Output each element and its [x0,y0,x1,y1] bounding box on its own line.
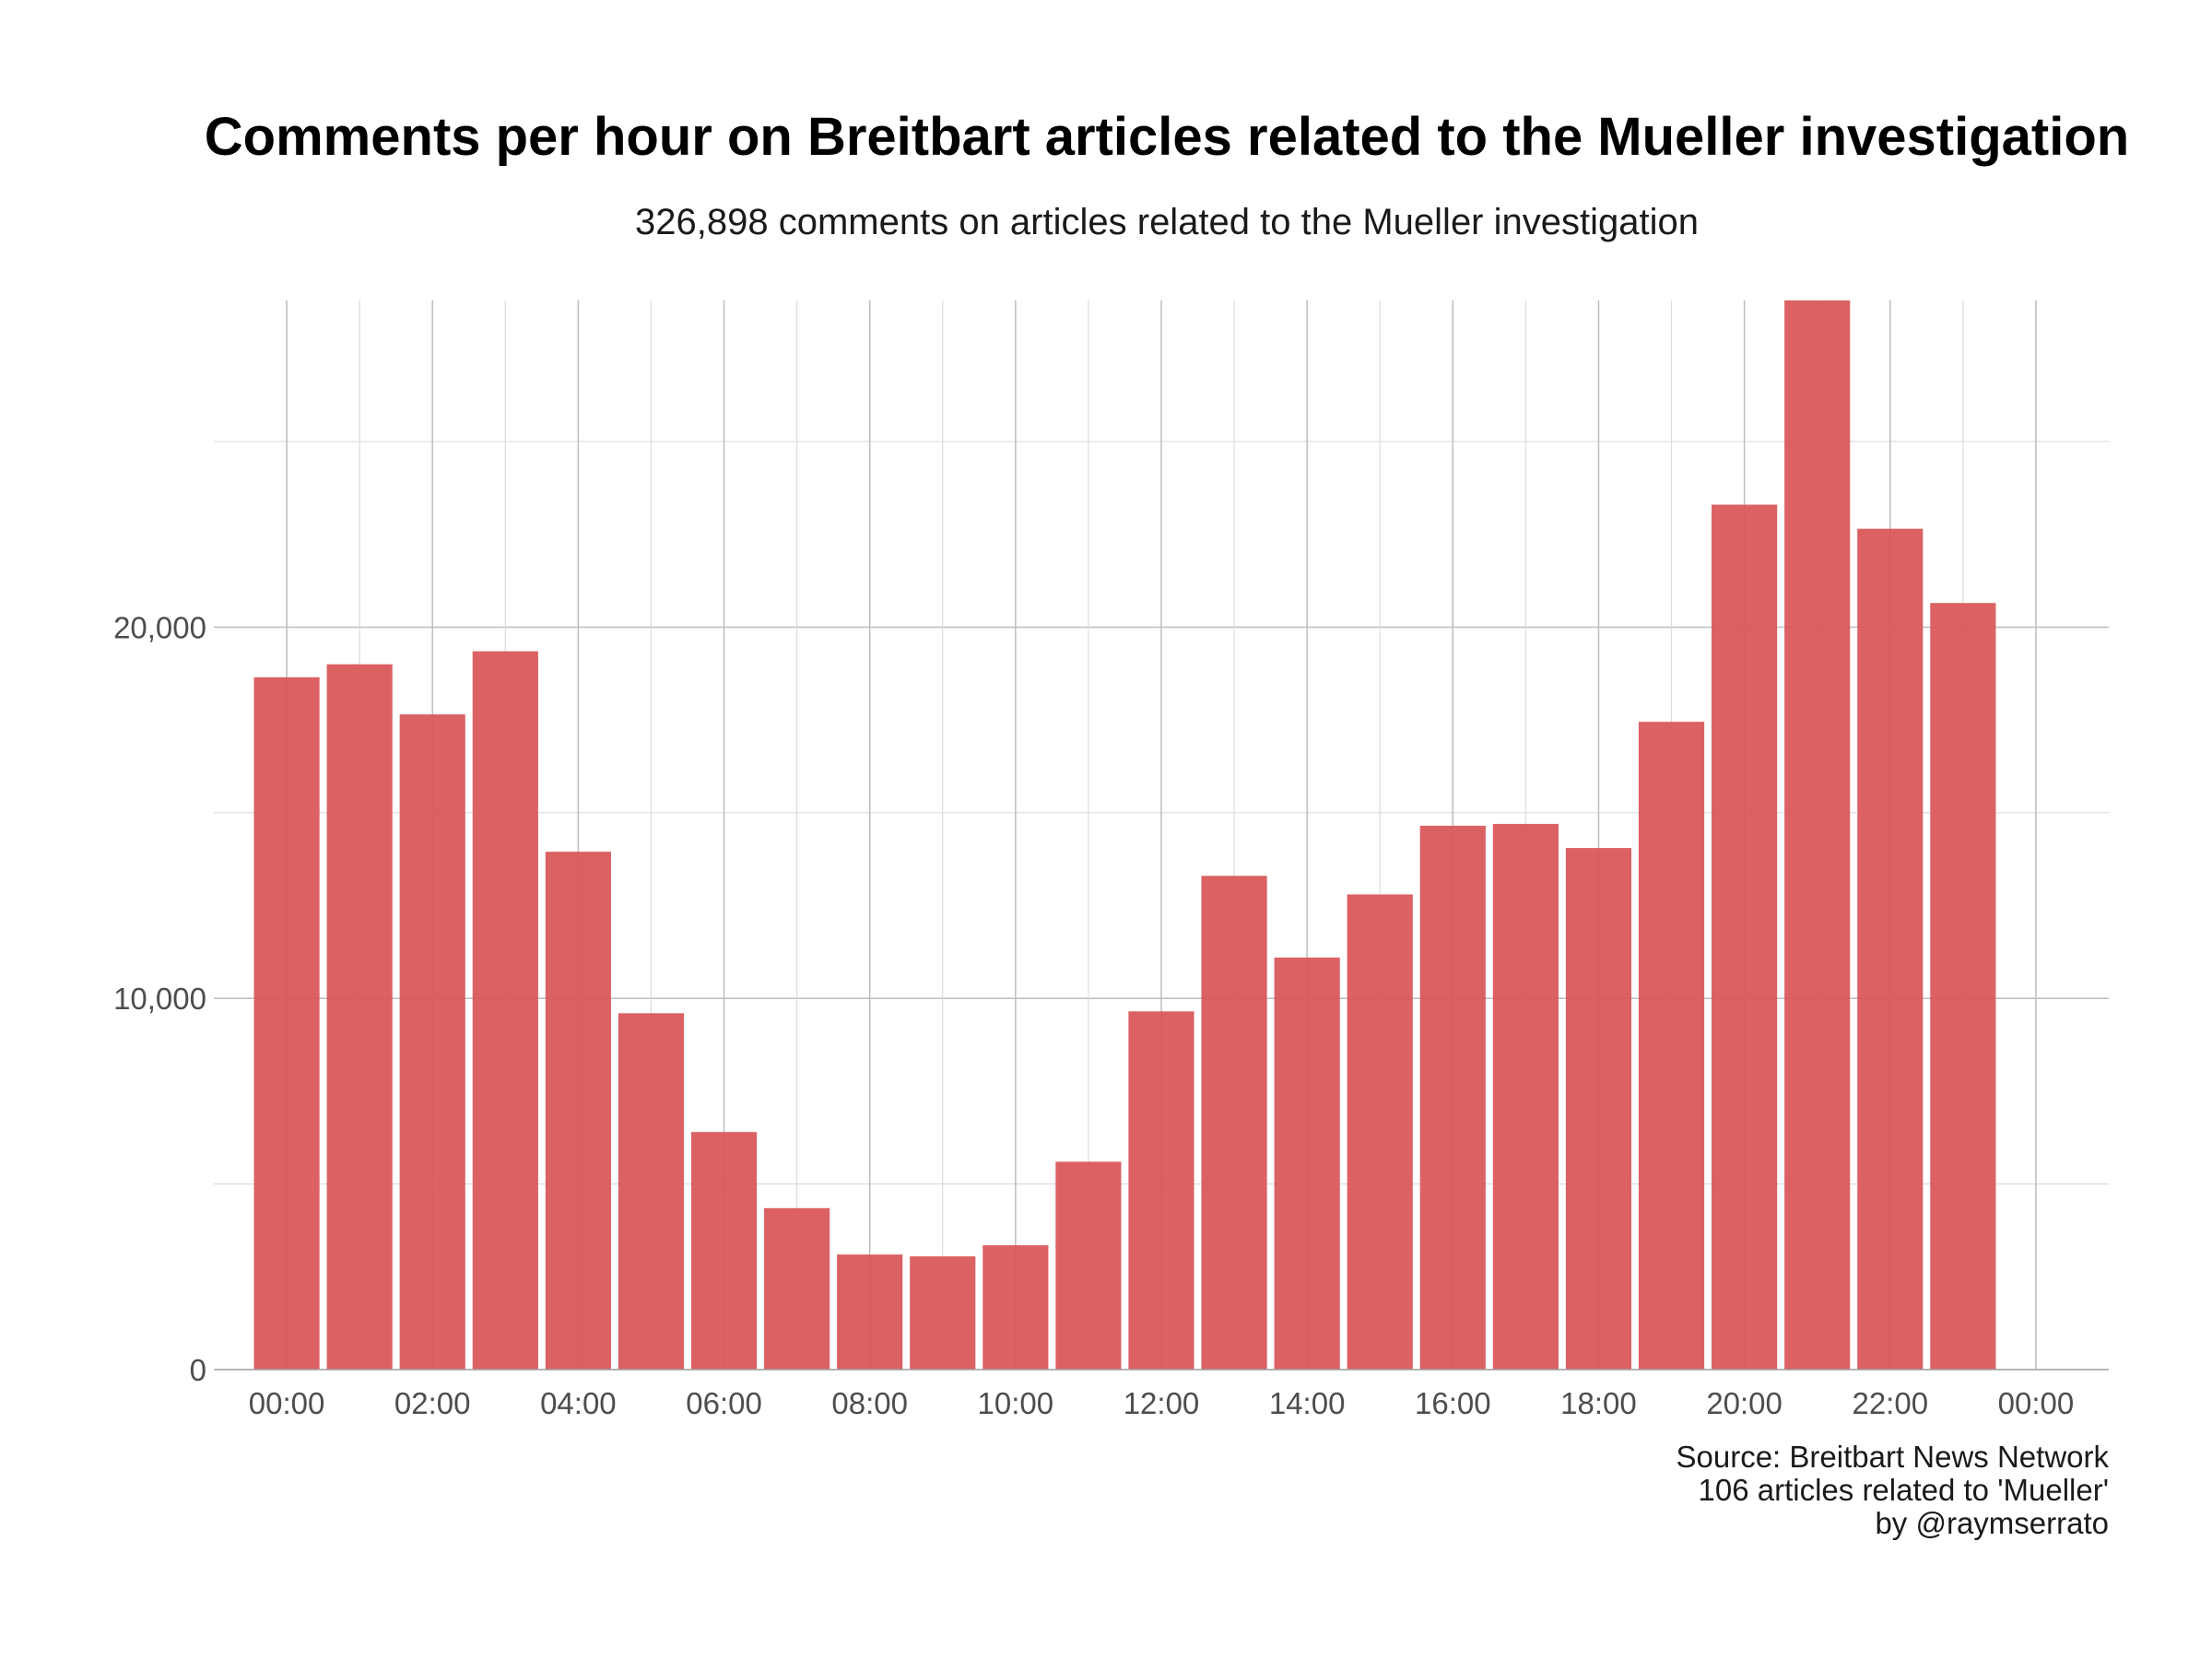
bar [837,1254,903,1370]
bar [399,714,465,1370]
x-tick-label: 14:00 [1269,1386,1346,1420]
bar [1857,528,1924,1370]
bar [1492,823,1559,1370]
bar [1419,825,1486,1370]
bar [1274,957,1340,1370]
x-tick-label: 00:00 [249,1386,325,1420]
chart-subtitle: 326,898 comments on articles related to … [635,202,1699,242]
bars [253,300,1996,1370]
bar [545,852,611,1370]
caption-line: by @raymserrato [1875,1506,2109,1540]
bar [1784,300,1851,1370]
bar [472,651,538,1370]
x-tick-label: 10:00 [978,1386,1054,1420]
bar [764,1207,830,1370]
bar [910,1256,976,1370]
bar [1638,722,1705,1370]
x-tick-label: 20:00 [1706,1386,1783,1420]
caption-line: Source: Breitbart News Network [1677,1440,2110,1474]
bar [326,664,393,1370]
y-tick-label: 10,000 [113,982,206,1016]
bar [1055,1161,1122,1370]
bar [1930,603,1996,1370]
x-tick-label: 18:00 [1560,1386,1637,1420]
bar [982,1245,1049,1370]
bar [253,677,320,1370]
bar [1565,848,1632,1370]
caption-line: 106 articles related to 'Mueller' [1699,1473,2109,1507]
bar [1347,894,1413,1370]
x-tick-label: 06:00 [686,1386,762,1420]
bar [1128,1011,1194,1370]
y-axis-tick-labels: 0 10,000 20,000 [113,610,206,1387]
x-tick-label: 12:00 [1124,1386,1200,1420]
bar [1201,876,1267,1370]
x-tick-label: 04:00 [540,1386,617,1420]
x-axis-tick-labels: 00:00 02:00 04:00 06:00 08:00 10:00 12:00 14:00… [249,1386,2074,1420]
bar [690,1132,758,1370]
y-tick-label: 0 [190,1353,206,1387]
chart-title: Comments per hour on Breitbart articles … [205,107,2129,167]
bar [1712,504,1778,1370]
x-tick-label: 00:00 [1998,1386,2075,1420]
bar [618,1013,685,1370]
x-tick-label: 02:00 [394,1386,471,1420]
y-tick-label: 20,000 [113,610,206,644]
x-tick-label: 16:00 [1415,1386,1491,1420]
x-tick-label: 08:00 [831,1386,908,1420]
x-tick-label: 22:00 [1852,1386,1928,1420]
